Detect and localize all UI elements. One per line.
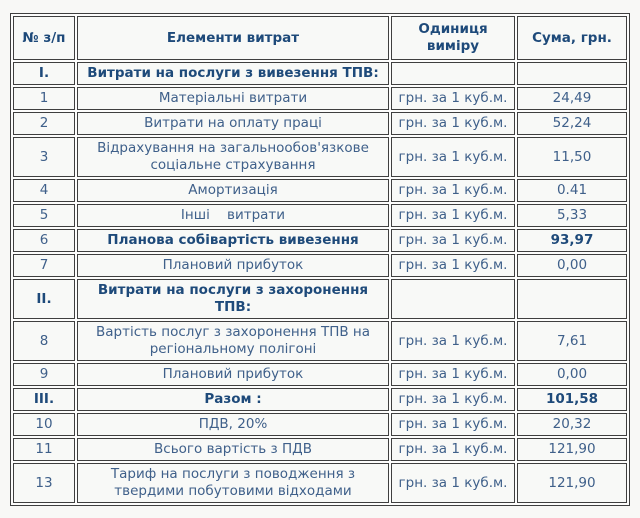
- sum-cell: 0,00: [517, 363, 627, 386]
- row-number-cell: 1: [13, 87, 75, 110]
- unit-cell: [391, 279, 515, 319]
- expense-name-cell: Вартість послуг з захоронення ТПВ на рег…: [77, 321, 389, 361]
- expense-name-cell: Матеріальні витрати: [77, 87, 389, 110]
- row-number-cell: 10: [13, 413, 75, 436]
- table-row: 13 Тариф на послуги з поводження з тверд…: [13, 463, 627, 503]
- unit-cell: грн. за 1 куб.м.: [391, 254, 515, 277]
- unit-cell: грн. за 1 куб.м.: [391, 388, 515, 411]
- sum-cell: [517, 62, 627, 85]
- sum-cell: 121,90: [517, 438, 627, 461]
- row-number-cell: 2: [13, 112, 75, 135]
- table-row: 9 Плановий прибуток грн. за 1 куб.м. 0,0…: [13, 363, 627, 386]
- row-number-cell: 9: [13, 363, 75, 386]
- expense-name-cell: Тариф на послуги з поводження з твердими…: [77, 463, 389, 503]
- table-row: I. Витрати на послуги з вивезення ТПВ:: [13, 62, 627, 85]
- expense-name-cell: Витрати на оплату праці: [77, 112, 389, 135]
- sum-cell: 0,00: [517, 254, 627, 277]
- expense-name-cell: Планова собівартість вивезення: [77, 229, 389, 252]
- sum-cell: 52,24: [517, 112, 627, 135]
- unit-cell: грн. за 1 куб.м.: [391, 137, 515, 177]
- sum-cell: 121,90: [517, 463, 627, 503]
- row-number-cell: 5: [13, 204, 75, 227]
- unit-cell: грн. за 1 куб.м.: [391, 112, 515, 135]
- unit-cell: грн. за 1 куб.м.: [391, 87, 515, 110]
- row-number-cell: III.: [13, 388, 75, 411]
- expense-name-cell: Плановий прибуток: [77, 254, 389, 277]
- table-row: 10 ПДВ, 20% грн. за 1 куб.м. 20,32: [13, 413, 627, 436]
- row-number-cell: 6: [13, 229, 75, 252]
- sum-cell: 7,61: [517, 321, 627, 361]
- sum-cell: 101,58: [517, 388, 627, 411]
- table-row: 5 Інші витрати грн. за 1 куб.м. 5,33: [13, 204, 627, 227]
- column-header-name: Елементи витрат: [77, 16, 389, 60]
- unit-cell: [391, 62, 515, 85]
- column-header-unit: Одиниця виміру: [391, 16, 515, 60]
- table-row: 1 Матеріальні витрати грн. за 1 куб.м. 2…: [13, 87, 627, 110]
- row-number-cell: 4: [13, 179, 75, 202]
- sum-cell: 11,50: [517, 137, 627, 177]
- row-number-cell: I.: [13, 62, 75, 85]
- unit-cell: грн. за 1 куб.м.: [391, 179, 515, 202]
- row-number-cell: II.: [13, 279, 75, 319]
- table-row: 11 Всього вартість з ПДВ грн. за 1 куб.м…: [13, 438, 627, 461]
- tariff-table: № з/п Елементи витрат Одиниця виміру Сум…: [10, 13, 630, 506]
- unit-cell: грн. за 1 куб.м.: [391, 229, 515, 252]
- row-number-cell: 8: [13, 321, 75, 361]
- expense-name-cell: Відрахування на загальнообов'язкове соці…: [77, 137, 389, 177]
- row-number-cell: 11: [13, 438, 75, 461]
- expense-name-cell: Амортизація: [77, 179, 389, 202]
- expense-name-cell: Витрати на послуги з вивезення ТПВ:: [77, 62, 389, 85]
- table-row: 6 Планова собівартість вивезення грн. за…: [13, 229, 627, 252]
- unit-cell: грн. за 1 куб.м.: [391, 463, 515, 503]
- table-row: III. Разом : грн. за 1 куб.м. 101,58: [13, 388, 627, 411]
- table-body: I. Витрати на послуги з вивезення ТПВ: 1…: [13, 62, 627, 503]
- unit-cell: грн. за 1 куб.м.: [391, 413, 515, 436]
- sum-cell: 24,49: [517, 87, 627, 110]
- row-number-cell: 7: [13, 254, 75, 277]
- expense-name-cell: Інші витрати: [77, 204, 389, 227]
- unit-cell: грн. за 1 куб.м.: [391, 438, 515, 461]
- unit-cell: грн. за 1 куб.м.: [391, 321, 515, 361]
- expense-name-cell: Разом :: [77, 388, 389, 411]
- expense-name-cell: Всього вартість з ПДВ: [77, 438, 389, 461]
- expense-name-cell: ПДВ, 20%: [77, 413, 389, 436]
- table-row: 4 Амортизація грн. за 1 куб.м. 0.41: [13, 179, 627, 202]
- table-row: 2 Витрати на оплату праці грн. за 1 куб.…: [13, 112, 627, 135]
- sum-cell: [517, 279, 627, 319]
- sum-cell: 0.41: [517, 179, 627, 202]
- table-row: II. Витрати на послуги з захоронення ТПВ…: [13, 279, 627, 319]
- sum-cell: 93,97: [517, 229, 627, 252]
- table-header-row: № з/п Елементи витрат Одиниця виміру Сум…: [13, 16, 627, 60]
- unit-cell: грн. за 1 куб.м.: [391, 363, 515, 386]
- expense-name-cell: Витрати на послуги з захоронення ТПВ:: [77, 279, 389, 319]
- table-row: 3 Відрахування на загальнообов'язкове со…: [13, 137, 627, 177]
- row-number-cell: 3: [13, 137, 75, 177]
- column-header-num: № з/п: [13, 16, 75, 60]
- unit-cell: грн. за 1 куб.м.: [391, 204, 515, 227]
- row-number-cell: 13: [13, 463, 75, 503]
- expense-name-cell: Плановий прибуток: [77, 363, 389, 386]
- sum-cell: 20,32: [517, 413, 627, 436]
- sum-cell: 5,33: [517, 204, 627, 227]
- table-row: 7 Плановий прибуток грн. за 1 куб.м. 0,0…: [13, 254, 627, 277]
- table-row: 8 Вартість послуг з захоронення ТПВ на р…: [13, 321, 627, 361]
- column-header-sum: Сума, грн.: [517, 16, 627, 60]
